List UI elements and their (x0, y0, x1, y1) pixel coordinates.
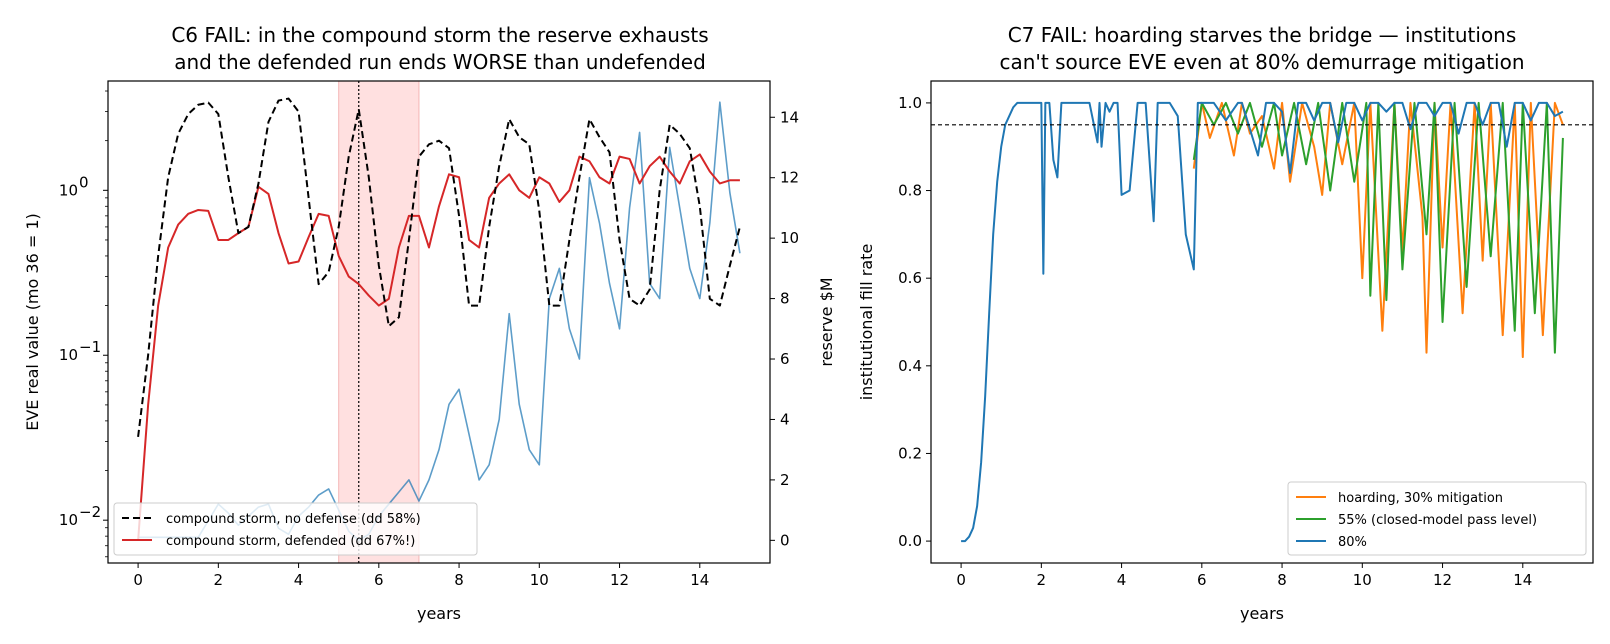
left-x-tick-label: 2 (214, 571, 224, 589)
right-chart: C7 FAIL: hoarding starves the bridge — i… (857, 23, 1594, 623)
right-legend: hoarding, 30% mitigation 55% (closed-mod… (1287, 481, 1587, 556)
left-y2-tick-label: 14 (780, 108, 799, 126)
right-x-tick-label: 12 (1433, 571, 1452, 589)
left-x-tick-label: 14 (690, 571, 709, 589)
left-x-tick-label: 10 (530, 571, 549, 589)
left-y-tick-exponent: −1 (79, 338, 101, 356)
right-legend-label-80: 80% (1338, 535, 1367, 550)
right-x-tick-label: 14 (1513, 571, 1532, 589)
left-y2-tick-label: 10 (780, 229, 799, 247)
left-y-axis-label: EVE real value (mo 36 = 1) (23, 213, 42, 431)
right-y-ticks: 0.0 0.2 0.4 0.6 0.8 1.0 (898, 94, 931, 550)
left-x-tick-label: 0 (133, 571, 143, 589)
left-series-defended (137, 153, 740, 541)
right-legend-label-30: hoarding, 30% mitigation (1338, 491, 1503, 506)
right-chart-title-line1: C7 FAIL: hoarding starves the bridge — i… (1008, 23, 1517, 47)
right-x-tick-label: 6 (1197, 571, 1207, 589)
left-x-ticks: 0 2 4 6 8 10 12 14 (133, 563, 709, 589)
right-legend-box (1287, 481, 1587, 556)
right-y-tick-label: 1.0 (898, 94, 922, 112)
right-y-tick-label: 0.6 (898, 269, 922, 287)
left-x-tick-label: 6 (374, 571, 384, 589)
left-y-tick-exponent: 0 (79, 173, 89, 191)
left-plot-area (137, 80, 741, 564)
left-y-tick-exponent: −2 (79, 503, 101, 521)
right-y-tick-label: 0.2 (898, 444, 922, 462)
right-x-axis-label: years (1240, 604, 1284, 623)
right-x-tick-label: 8 (1277, 571, 1287, 589)
right-x-tick-label: 2 (1037, 571, 1047, 589)
left-shaded-span (338, 80, 420, 564)
left-y2-tick-label: 2 (780, 471, 790, 489)
right-y-tick-label: 0.8 (898, 182, 922, 200)
left-y2-ticks: 0 2 4 6 8 10 12 14 (770, 108, 799, 549)
left-y2-tick-label: 6 (780, 350, 790, 368)
left-x-tick-label: 4 (294, 571, 304, 589)
left-y-tick-label: 10 (59, 346, 78, 364)
left-axes-frame (107, 80, 771, 564)
right-y-axis-label: institutional fill rate (857, 244, 876, 401)
left-y-tick-label: 10 (59, 511, 78, 529)
left-y2-tick-label: 0 (780, 531, 790, 549)
right-x-tick-label: 4 (1117, 571, 1127, 589)
left-series-no-defense (137, 97, 741, 437)
right-chart-title-line2: can't source EVE even at 80% demurrage m… (999, 50, 1524, 74)
right-legend-label-55: 55% (closed-model pass level) (1338, 513, 1537, 528)
left-x-axis-label: years (417, 604, 461, 623)
right-x-tick-label: 0 (956, 571, 966, 589)
left-y-tick-label: 10 (59, 181, 78, 199)
right-x-ticks: 0 2 4 6 8 10 12 14 (956, 563, 1532, 589)
left-y2-tick-label: 4 (780, 410, 790, 428)
left-chart-title-line1: C6 FAIL: in the compound storm the reser… (171, 23, 708, 47)
left-legend-label-defended: compound storm, defended (dd 67%!) (166, 534, 415, 549)
right-plot-area (931, 101, 1593, 543)
right-axes-frame (930, 80, 1594, 564)
right-y-tick-label: 0.4 (898, 357, 922, 375)
left-legend: compound storm, no defense (dd 58%) comp… (113, 502, 478, 556)
left-x-tick-label: 12 (610, 571, 629, 589)
left-legend-label-no-defense: compound storm, no defense (dd 58%) (166, 512, 421, 527)
left-chart: C6 FAIL: in the compound storm the reser… (23, 23, 836, 623)
right-x-tick-label: 10 (1353, 571, 1372, 589)
left-chart-title-line2: and the defended run ends WORSE than und… (174, 50, 706, 74)
left-x-tick-label: 8 (454, 571, 464, 589)
left-legend-box (113, 502, 478, 556)
left-y2-tick-label: 8 (780, 290, 790, 308)
right-y-tick-label: 0.0 (898, 532, 922, 550)
right-series-30-mitigation (1192, 101, 1564, 359)
right-series-80-mitigation (961, 101, 1564, 543)
left-y2-tick-label: 12 (780, 169, 799, 187)
left-y2-axis-label: reserve $M (817, 277, 836, 366)
